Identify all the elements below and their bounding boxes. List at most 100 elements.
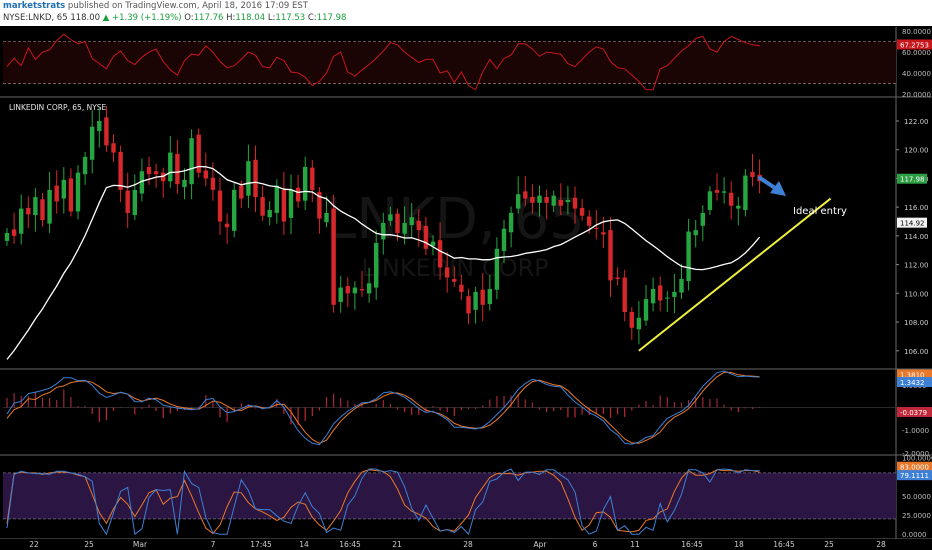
last-price-tag (897, 173, 927, 184)
candle-body (388, 214, 393, 221)
candle-body (168, 152, 173, 182)
candle-body (161, 172, 166, 182)
change-label: ▲ +1.39 (+1.19%) (102, 13, 182, 23)
rsi-last-value: 67.2753 (900, 41, 929, 49)
low-label: L: (267, 13, 276, 23)
ideal-entry-annotation: Ideal entry (793, 206, 847, 217)
macd-signal-tag (897, 369, 932, 380)
author-link[interactable]: marketstrats (3, 1, 66, 11)
time-axis-label: 14 (299, 540, 309, 549)
candle-body (203, 170, 208, 179)
candle-body (437, 240, 443, 268)
candle-body (679, 278, 684, 293)
candle-body (374, 243, 379, 288)
time-axis-label: Apr (534, 540, 548, 549)
candle-body (97, 120, 102, 132)
stoch-d-line (6, 469, 760, 535)
close-label: C: (307, 13, 317, 23)
candle-body (274, 185, 279, 213)
candle-body (111, 143, 116, 153)
candle-body (537, 195, 542, 203)
candle-body (239, 185, 244, 199)
candle-body (473, 291, 478, 310)
candle-body (175, 154, 180, 185)
price-tick-label: 112.00 (904, 262, 929, 270)
candle-body (359, 289, 365, 291)
time-axis-label: 25 (84, 540, 94, 549)
candle-body (295, 187, 301, 202)
time-axis-label: 17:45 (250, 540, 272, 549)
candle-body (430, 241, 436, 246)
time-axis-label: 28 (876, 540, 886, 549)
candle-body (551, 195, 556, 206)
high-value: 118.04 (235, 13, 266, 23)
price-tick-label: 110.00 (904, 290, 929, 298)
candle-body (182, 179, 187, 188)
candle-body (487, 289, 492, 305)
price-tick-label: 106.00 (904, 348, 929, 356)
stoch-tick-label: 50.0000 (902, 493, 931, 501)
symbol-line: NYSE:LNKD, 65 118.00 ▲ +1.39 (+1.19%) O:… (3, 13, 346, 23)
candle-body (423, 225, 429, 249)
stoch-band (3, 472, 896, 519)
time-axis-label: 21 (392, 540, 402, 549)
candle-body (516, 194, 521, 209)
candle-body (466, 296, 471, 314)
macd-histogram-tag (897, 407, 932, 417)
candle-body (714, 189, 720, 193)
candle-body (338, 287, 343, 302)
candle-body (650, 289, 656, 304)
publish-info: published on TradingView.com, April 18, … (67, 1, 308, 11)
price-panel-title: LINKEDIN CORP, 65, NYSE (9, 103, 107, 112)
candle-body (288, 189, 294, 218)
candle-body (260, 197, 265, 216)
candle-body (146, 166, 152, 175)
macd-value-tag-text: 1.3432 (900, 379, 925, 387)
candle-body (33, 197, 38, 216)
candle-body (743, 175, 748, 211)
candle-body (253, 159, 258, 198)
candle-body (139, 171, 145, 194)
rsi-last-tag (897, 39, 932, 50)
time-axis-label: 28 (463, 540, 473, 549)
candle-body (572, 197, 578, 209)
macd-panel (3, 370, 896, 454)
trend-line (638, 197, 832, 352)
candle-body (587, 216, 592, 226)
candle-body (54, 185, 59, 202)
candle-body (658, 285, 663, 301)
candle-body (530, 197, 535, 203)
candle-body (345, 286, 350, 294)
candle-body (224, 223, 230, 228)
candle-body (303, 166, 308, 201)
candle-body (281, 189, 287, 222)
time-axis-label: 18 (734, 540, 744, 549)
candle-body (558, 199, 563, 206)
candle-body (118, 151, 123, 190)
candle-body (459, 284, 464, 292)
candle-body (544, 197, 549, 203)
candle-body (310, 167, 315, 190)
candle-body (153, 171, 159, 175)
stoch-d-tag (897, 470, 932, 481)
stoch-tick-label: 25.0000 (902, 512, 931, 520)
candle-body (750, 171, 755, 177)
candle-body (189, 138, 194, 185)
candle-body (366, 283, 372, 294)
candle-body (19, 208, 24, 234)
candle-body (324, 212, 329, 223)
candle-body (132, 189, 137, 216)
candle-body (721, 191, 727, 193)
time-axis-label: 25 (824, 540, 834, 549)
candle-body (416, 220, 421, 231)
price-panel (3, 98, 896, 368)
last-price-label: 118.00 (70, 13, 101, 23)
time-axis-label: 16:45 (773, 540, 795, 549)
open-value: 117.76 (193, 13, 224, 23)
publish-line: marketstrats published on TradingView.co… (3, 1, 308, 11)
candle-body (196, 134, 201, 173)
candle-body (68, 178, 74, 212)
time-axis (0, 539, 932, 550)
candle-body (729, 192, 734, 206)
candle-body (352, 287, 358, 294)
